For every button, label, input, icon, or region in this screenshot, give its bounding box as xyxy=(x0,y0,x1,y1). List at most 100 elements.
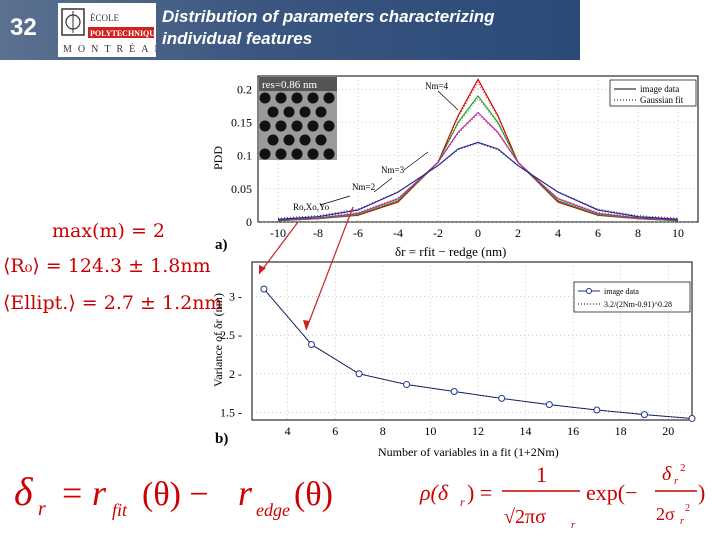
legend-b-fit: 3.2/(2Nm-0.91)^0.28 xyxy=(604,300,672,309)
pdd-y-label: PDD xyxy=(211,146,225,170)
logo-top-text: ÉCOLE xyxy=(90,13,119,23)
svg-text:r: r xyxy=(680,516,684,527)
delta-r-formula: δ r = r fit (θ) − r edge (θ) xyxy=(14,469,333,520)
svg-text:r: r xyxy=(38,498,46,520)
pdd-x-tick-label: -4 xyxy=(393,226,403,240)
crest-icon xyxy=(61,8,85,36)
pdd-series-line xyxy=(277,141,679,220)
link-arrow-2 xyxy=(305,206,354,331)
r0-equation: ⟨R₀⟩ = 124.3 ± 1.8nm xyxy=(3,255,211,277)
variance-plot-frame xyxy=(251,261,693,421)
legend-gaussian-fit: Gaussian fit xyxy=(640,95,684,105)
svg-text:√2πσ: √2πσ xyxy=(504,506,546,528)
pdd-y-tick-label: 0 xyxy=(246,215,252,229)
variance-y-tick-label: 1.5 - xyxy=(220,405,242,419)
svg-text:1: 1 xyxy=(536,462,547,487)
svg-text:) =: ) = xyxy=(467,480,492,505)
pdd-x-tick-label: 4 xyxy=(555,226,561,240)
rho-formula: ρ(δ r ) = 1 √2πσ r exp(− δ r 2 2σ r 2 ) xyxy=(419,462,705,531)
pdd-x-label: δr = rfit − redge (nm) xyxy=(395,244,506,259)
logo-bottom-text: MONTRÉAL xyxy=(63,43,156,55)
pdd-series-fit xyxy=(277,81,679,220)
pdd-y-tick-label: 0.2 xyxy=(237,82,252,96)
variance-x-tick-label: 6 xyxy=(332,424,338,438)
variance-point xyxy=(355,370,363,378)
pdd-series-line xyxy=(277,94,679,222)
logo-middle-text: POLYTECHNIQUE xyxy=(90,29,156,38)
variance-y-tick-label: 2.5 - xyxy=(220,328,242,342)
svg-text:2: 2 xyxy=(685,503,690,514)
variance-chart: 1.5 -2 -2.5 -3 - 4 6 8 10 12 14 16 18 20 Varianc… xyxy=(211,206,696,459)
variance-point xyxy=(403,381,411,389)
pdd-x-tick-label: 2 xyxy=(515,226,521,240)
slide-header: 32 ÉCOLE POLYTECHNIQUE MONTRÉAL Distribu… xyxy=(0,0,580,60)
variance-x-tick-label: 8 xyxy=(380,424,386,438)
annotation-nm3: Nm=3 xyxy=(381,165,405,175)
svg-text:fit: fit xyxy=(112,500,128,520)
link-arrow-1 xyxy=(258,221,299,275)
legend-image-data: image data xyxy=(640,84,679,94)
svg-text:=: = xyxy=(62,473,82,513)
slide-number: 32 xyxy=(10,14,37,41)
svg-text:δ: δ xyxy=(662,463,672,485)
svg-text:r: r xyxy=(571,519,576,531)
variance-point xyxy=(498,394,506,402)
variance-point xyxy=(545,401,553,409)
inset-label: res=0.86 nm xyxy=(262,79,318,91)
polytechnique-logo: ÉCOLE POLYTECHNIQUE MONTRÉAL xyxy=(58,3,161,57)
variance-x-label: Number of variables in a fit (1+2Nm) xyxy=(378,445,559,459)
pdd-x-tick-label: -8 xyxy=(313,226,323,240)
pdd-series-line xyxy=(277,78,679,222)
variance-x-tick-label: 10 xyxy=(424,424,436,438)
ellipt-equation: ⟨Ellipt.⟩ = 2.7 ± 1.2nm xyxy=(3,292,223,314)
slide-title: Distribution of parameters characterizin… xyxy=(162,7,495,48)
annotation-roxoyo: Ro,Xo,Yo xyxy=(293,202,330,212)
svg-text:r: r xyxy=(674,475,679,487)
pdd-chart: 0 0.05 0.1 0.15 0.2 -10 -8 -6 -4 -2 0 2 4 6 8 10 PDD δ… xyxy=(211,75,699,259)
pdd-y-tick-label: 0.15 xyxy=(231,115,252,129)
svg-text:): ) xyxy=(698,480,705,505)
svg-text:ρ(δ: ρ(δ xyxy=(419,480,449,505)
variance-point xyxy=(593,406,601,414)
svg-text:2σ: 2σ xyxy=(656,504,675,524)
pdd-series-line xyxy=(277,111,679,221)
variance-x-tick-label: 4 xyxy=(285,424,291,438)
legend-b-image-data: image data xyxy=(604,287,639,296)
variance-x-tick-label: 16 xyxy=(567,424,579,438)
pdd-y-tick-label: 0.1 xyxy=(237,149,252,163)
hole-pattern-inset: res=0.86 nm xyxy=(259,77,337,160)
pdd-x-tick-label: 6 xyxy=(595,226,601,240)
pdd-x-tick-label: 0 xyxy=(475,226,481,240)
variance-x-tick-label: 14 xyxy=(520,424,532,438)
annotation-nm4: Nm=4 xyxy=(425,81,449,91)
svg-text:r: r xyxy=(460,495,465,509)
svg-text:2: 2 xyxy=(680,462,686,474)
max-m-equation: max(m) = 2 xyxy=(52,220,165,242)
variance-x-tick-label: 20 xyxy=(662,424,674,438)
svg-text:r: r xyxy=(92,473,107,513)
svg-text:(θ) −: (θ) − xyxy=(142,476,209,513)
variance-point xyxy=(307,340,315,348)
pdd-series-fit xyxy=(277,113,679,220)
svg-text:exp(−: exp(− xyxy=(586,480,638,505)
variance-y-tick-label: 3 - xyxy=(229,290,242,304)
variance-point xyxy=(640,411,648,419)
variance-x-tick-label: 12 xyxy=(472,424,484,438)
pdd-x-tick-label: 8 xyxy=(635,226,641,240)
pdd-x-tick-label: -6 xyxy=(353,226,363,240)
pdd-legend: image data Gaussian fit xyxy=(609,79,697,107)
svg-text:r: r xyxy=(238,473,253,513)
pdd-x-tick-label: -10 xyxy=(270,226,286,240)
pdd-y-tick-label: 0.05 xyxy=(231,182,252,196)
variance-point xyxy=(688,414,696,422)
variance-x-tick-label: 18 xyxy=(615,424,627,438)
variance-y-label: Variance of δr (nm) xyxy=(211,293,225,387)
annotation-nm2: Nm=2 xyxy=(352,182,375,192)
variance-point xyxy=(450,387,458,395)
panel-label-a: a) xyxy=(215,237,228,253)
pdd-x-tick-label: 10 xyxy=(672,226,684,240)
variance-legend: image data 3.2/(2Nm-0.91)^0.28 xyxy=(573,281,691,313)
variance-fit-line xyxy=(263,288,693,419)
svg-text:δ: δ xyxy=(14,469,34,514)
